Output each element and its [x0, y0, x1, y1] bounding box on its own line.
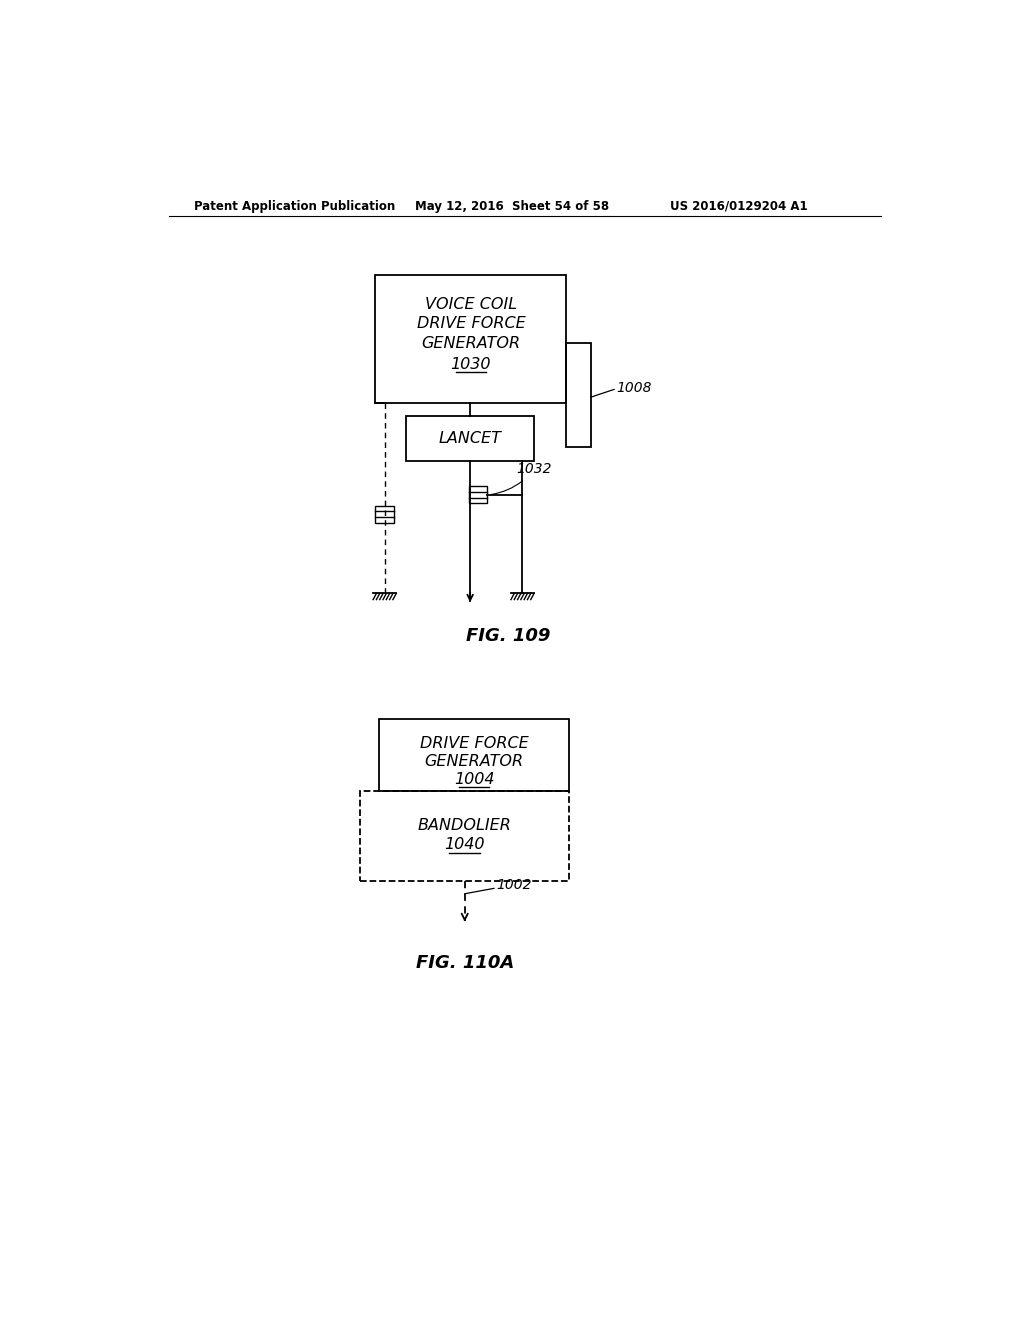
Text: 1040: 1040	[444, 837, 485, 851]
Text: 1032: 1032	[492, 462, 552, 495]
Text: 1030: 1030	[451, 358, 492, 372]
Bar	[407, 416, 535, 461]
Text: 1008: 1008	[616, 381, 652, 395]
Text: VOICE COIL: VOICE COIL	[425, 297, 517, 313]
Bar	[360, 792, 569, 880]
Bar	[376, 506, 394, 523]
Text: US 2016/0129204 A1: US 2016/0129204 A1	[670, 199, 807, 213]
Text: 1002: 1002	[497, 878, 531, 892]
Text: May 12, 2016  Sheet 54 of 58: May 12, 2016 Sheet 54 of 58	[416, 199, 609, 213]
Text: Patent Application Publication: Patent Application Publication	[194, 199, 395, 213]
Text: FIG. 109: FIG. 109	[466, 627, 550, 644]
Bar	[376, 276, 566, 404]
Text: FIG. 110A: FIG. 110A	[416, 954, 514, 972]
Text: DRIVE FORCE: DRIVE FORCE	[417, 317, 525, 331]
Text: LANCET: LANCET	[438, 432, 502, 446]
Text: GENERATOR: GENERATOR	[421, 335, 520, 351]
Text: BANDOLIER: BANDOLIER	[418, 817, 512, 833]
Text: 1004: 1004	[454, 771, 495, 787]
Bar	[379, 719, 569, 792]
Text: GENERATOR: GENERATOR	[424, 754, 523, 768]
Text: DRIVE FORCE: DRIVE FORCE	[420, 737, 528, 751]
Bar	[566, 343, 591, 447]
Bar	[469, 487, 487, 503]
